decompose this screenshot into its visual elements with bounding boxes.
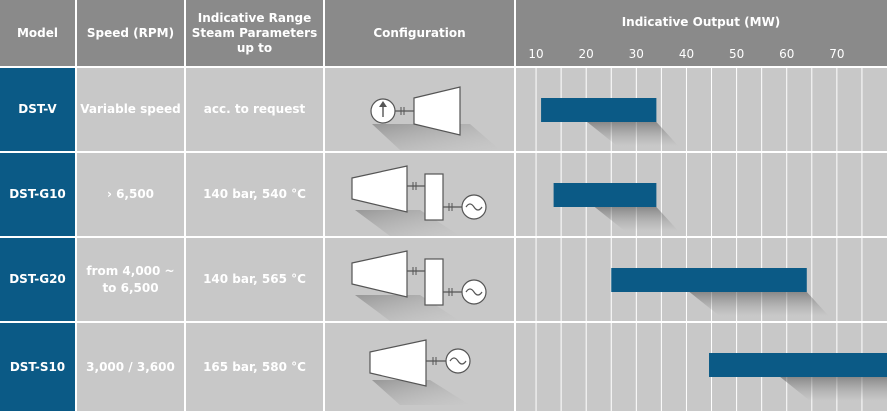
row-3-model: DST-G20 [0, 238, 75, 321]
row-4-model-label: DST-S10 [9, 359, 66, 374]
row-2-speed: › 6,500 [77, 153, 184, 236]
bar-shadow [587, 122, 679, 146]
row-2-model: DST-G10 [0, 153, 75, 236]
row-4-model: DST-S10 [0, 323, 75, 411]
row-2-model-label: DST-G10 [9, 187, 66, 201]
range-bar-dst-g10 [553, 183, 657, 207]
turbine-gearbox-generator-icon [351, 250, 487, 321]
header-model-label: Model [16, 25, 59, 40]
chart-header [516, 0, 887, 66]
range-bar-dst-s10 [709, 353, 887, 377]
chart-row-separators [516, 151, 887, 323]
row-3-speed: from 4,000 ~ to 6,500 [77, 238, 184, 321]
x-tick-label: 10 [528, 47, 543, 61]
header-range-line2: Steam Parameters [191, 25, 318, 40]
x-tick-labels: 10 20 30 40 50 60 70 [528, 47, 844, 61]
bar-shadow [780, 377, 887, 401]
row-1-speed: Variable speed [77, 68, 184, 151]
header-model: Model [0, 0, 75, 66]
row-2-steam: 140 bar, 540 °C [186, 153, 323, 236]
chart-bars [541, 98, 887, 401]
header-speed-label: Speed (RPM) [86, 25, 175, 40]
header-range-line1: Indicative Range [197, 10, 312, 25]
row-2-speed-line1: › 6,500 [106, 187, 155, 201]
turbine-generator-icon [369, 339, 471, 405]
row-1-speed-line1: Variable speed [80, 102, 181, 116]
x-tick-label: 40 [679, 47, 694, 61]
x-tick-label: 50 [729, 47, 744, 61]
row-4-speed-line1: 3,000 / 3,600 [86, 359, 175, 374]
row-4-steam-label: 165 bar, 580 °C [203, 359, 306, 374]
row-1-steam-label: acc. to request [203, 102, 306, 116]
row-3-speed-line1: from 4,000 ~ [86, 263, 175, 278]
row-3-model-label: DST-G20 [9, 272, 66, 286]
row-3-speed-line2: to 6,500 [102, 280, 159, 295]
range-bar-dst-v [541, 98, 657, 122]
header-configuration: Configuration [325, 0, 514, 66]
turbine-gearbox-generator-icon [351, 165, 487, 236]
row-4-speed: 3,000 / 3,600 [77, 323, 184, 411]
bar-shadow [689, 292, 829, 316]
header-steam-range: Indicative Range Steam Parameters up to [186, 0, 323, 66]
chart-title: Indicative Output (MW) [622, 15, 781, 29]
x-tick-label: 70 [829, 47, 844, 61]
x-tick-label: 60 [779, 47, 794, 61]
bar-shadow [594, 207, 679, 231]
compressor-with-arrow-drive-icon [370, 86, 500, 150]
row-1-model: DST-V [0, 68, 75, 151]
header-range-line3: up to [236, 40, 273, 55]
header-speed: Speed (RPM) [77, 0, 184, 66]
header-configuration-label: Configuration [373, 25, 466, 40]
row-1-steam: acc. to request [186, 68, 323, 151]
row-3-steam: 140 bar, 565 °C [186, 238, 323, 321]
row-2-steam-label: 140 bar, 540 °C [203, 187, 306, 201]
row-4-steam: 165 bar, 580 °C [186, 323, 323, 411]
row-1-model-label: DST-V [18, 102, 57, 116]
x-tick-label: 20 [579, 47, 594, 61]
range-bar-dst-g20 [611, 268, 807, 292]
row-3-steam-label: 140 bar, 565 °C [203, 272, 306, 286]
x-tick-label: 30 [629, 47, 644, 61]
